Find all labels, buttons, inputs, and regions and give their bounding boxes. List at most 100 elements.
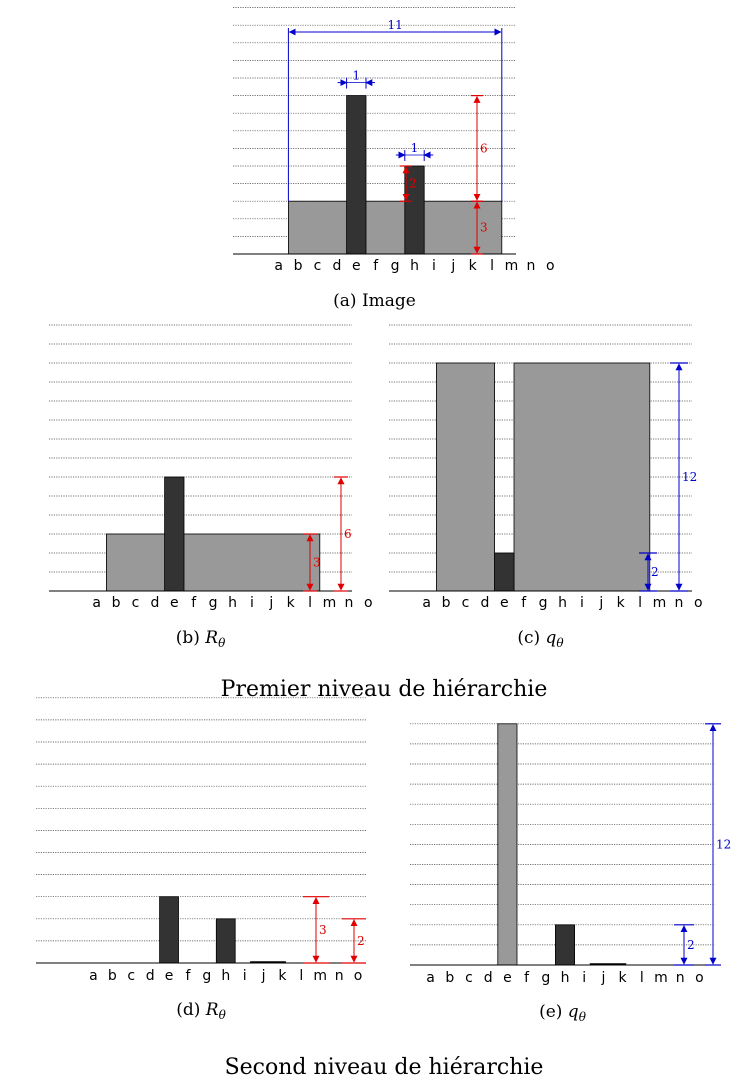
axis-letter-o: o [546,258,555,274]
caption-text: Image [362,291,416,311]
base-rect [287,200,503,255]
axis-letter-g: g [539,595,548,611]
axis-letter-i: i [432,258,436,274]
axis-letter-f: f [185,968,191,984]
axis-letter-i: i [582,970,586,986]
axis-letter-k: k [469,258,478,274]
caption-math: R [205,1000,219,1020]
base-rect [106,533,321,592]
axis-letter-d: d [150,595,159,611]
axis-letter-f: f [191,595,197,611]
caption: (a) Image [333,291,416,311]
dim-width-h-label: 1 [411,141,419,155]
axis-letter-o: o [364,595,373,611]
caption-sub: θ [556,636,564,650]
caption-sub: θ [579,1010,587,1024]
axis-letter-j: j [268,595,273,611]
caption-label: (c) [517,628,545,648]
axis-letter-b: b [294,258,303,274]
axis-letter-n: n [344,595,353,611]
axis-letter-a: a [422,595,431,611]
caption-label: (d) [176,1000,206,1020]
bar-h [555,924,576,966]
dim-11-label: 11 [387,18,402,32]
caption: (e) qθ [539,1002,587,1024]
caption-sub: θ [219,1008,227,1022]
bar-e [164,476,185,592]
caption-sub: θ [218,636,226,650]
axis-letter-o: o [354,968,363,984]
caption-math: q [546,628,557,648]
axis-letter-j: j [261,968,266,984]
axis-letter-j: j [598,595,603,611]
axis-letter-a: a [274,258,283,274]
axis-letter-d: d [480,595,489,611]
axis-letter-a: a [89,968,98,984]
dim-2-label: 2 [357,934,365,948]
axis-letter-l: l [638,595,642,611]
bar-e [494,552,515,592]
dim-6-label: 6 [480,141,488,155]
axis-letter-d: d [332,258,341,274]
caption-label: (e) [539,1002,568,1022]
axis-letter-l: l [640,970,644,986]
axis-letter-j: j [450,258,455,274]
axis-letter-i: i [243,968,247,984]
caption-math: R [204,628,218,648]
axis-letter-c: c [462,595,470,611]
axis-letter-a: a [92,595,101,611]
axis-letter-n: n [335,968,344,984]
caption-math: q [568,1002,579,1022]
axis-letter-e: e [170,595,179,611]
axis-letter-h: h [221,968,230,984]
dim-3-label: 3 [319,923,327,937]
rect-b-d [435,362,495,592]
axis-letter-f: f [524,970,530,986]
axis-letter-b: b [112,595,121,611]
dim-2-label: 2 [651,565,659,579]
axis-letter-b: b [445,970,454,986]
axis-letter-c: c [127,968,135,984]
axis-letter-k: k [619,970,628,986]
axis-letter-m: m [505,258,519,274]
caption-label: (b) [176,628,206,648]
bar-e [346,95,367,255]
axis-letter-g: g [202,968,211,984]
axis-letter-g: g [209,595,218,611]
axis-letter-l: l [299,968,303,984]
axis-letter-g: g [391,258,400,274]
dim-2-label: 2 [409,177,417,191]
dim-12-label: 12 [716,837,731,851]
bar-e [159,896,179,964]
panel-r-theta-level1: a b c d e f g h i j k l m n o 3 6 (b) Rθ [49,324,373,650]
axis-letter-b: b [442,595,451,611]
axis-letter-n: n [676,970,685,986]
axis-letter-i: i [580,595,584,611]
axis-letter-h: h [558,595,567,611]
caption: (b) Rθ [176,628,226,650]
axis-letter-a: a [426,970,435,986]
axis-letter-n: n [526,258,535,274]
dim-width-e-label: 1 [352,69,360,83]
caption-label: (a) [333,291,362,311]
axis-letter-k: k [617,595,626,611]
axis-letter-o: o [695,970,704,986]
axis-letter-m: m [323,595,337,611]
dim-12-label: 12 [682,470,697,484]
axis-letter-l: l [308,595,312,611]
axis-letter-e: e [165,968,174,984]
panel-q-theta-level2: a b c d e f g h i j k l m n o 2 12 (e) qθ [410,723,731,1024]
axis-letter-k: k [278,968,287,984]
axis-letter-h: h [410,258,419,274]
section-title-first: Premier niveau de hiérarchie [221,677,548,702]
dim-3-label: 3 [313,556,321,570]
bar-h [215,918,236,964]
axis-letter-f: f [373,258,379,274]
axis-letter-k: k [287,595,296,611]
axis-letter-n: n [674,595,683,611]
rect-f-l [513,362,651,592]
dim-2-label: 2 [687,938,695,952]
panel-q-theta-level1: a b c d e f g h i j k l m n o 2 12 (c) qθ [389,324,703,650]
axis-letter-d: d [484,970,493,986]
